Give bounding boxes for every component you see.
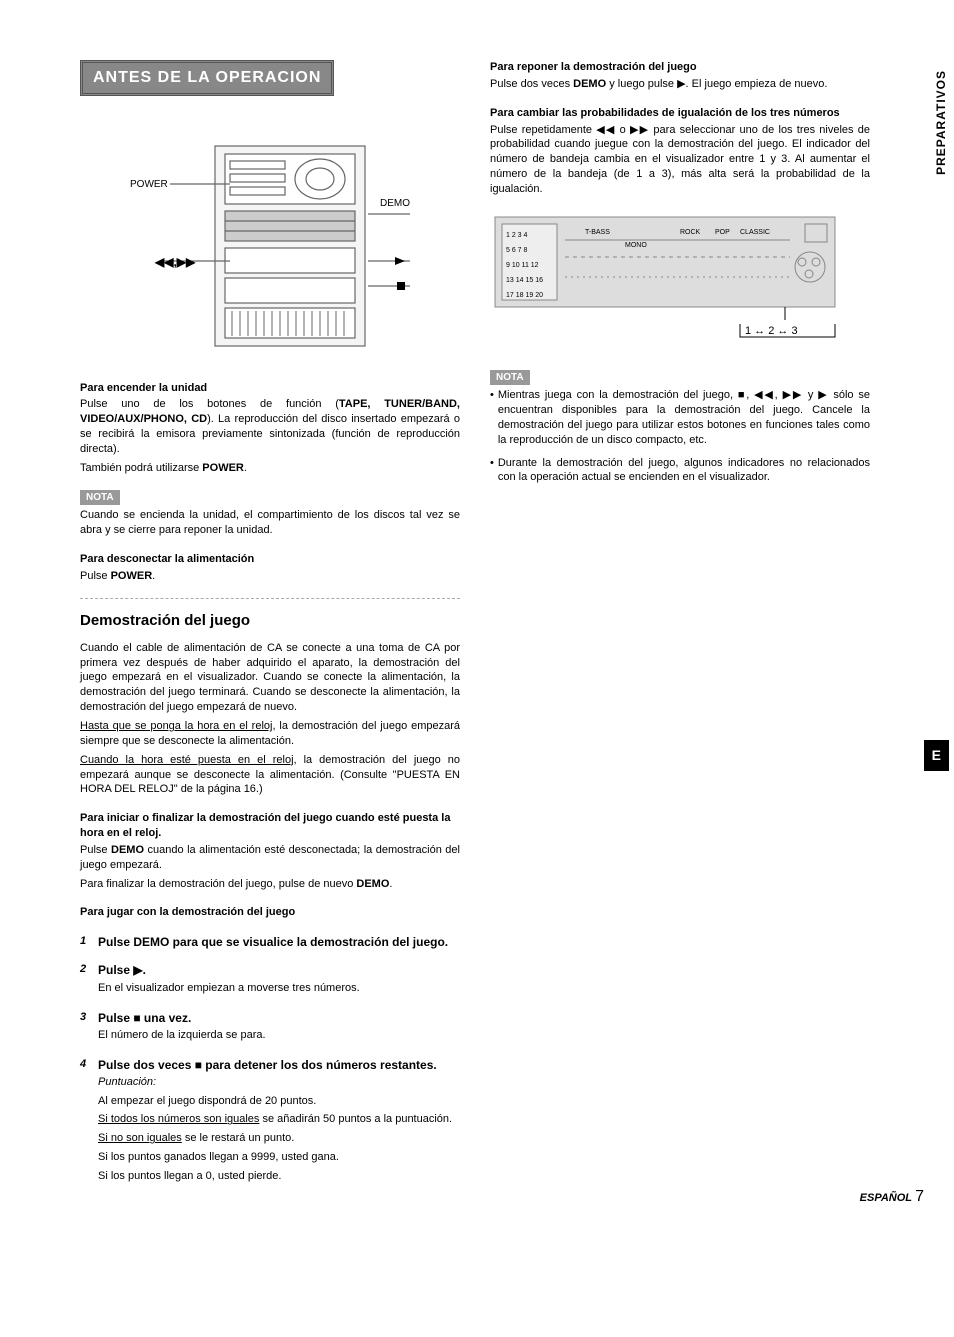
demo-para3: Cuando la hora esté puesta en el reloj, … xyxy=(80,753,460,798)
svg-text:5 6 7 8: 5 6 7 8 xyxy=(506,247,528,254)
label-demo: DEMO xyxy=(380,198,410,209)
text-desconectar: Pulse POWER. xyxy=(80,569,460,584)
heading-iniciar: Para iniciar o finalizar la demostración… xyxy=(80,811,460,841)
right-column: Para reponer la demostración del juego P… xyxy=(490,60,870,1198)
svg-text:POP: POP xyxy=(715,229,730,236)
display-panel-diagram: 1 2 3 4 5 6 7 8 9 10 11 12 13 14 15 16 1… xyxy=(490,212,850,352)
nota2-bullets: •Mientras juega con la demostración del … xyxy=(490,388,870,485)
block-cambiar: Para cambiar las probabilidades de igual… xyxy=(490,106,870,197)
divider xyxy=(80,598,460,599)
svg-text:ROCK: ROCK xyxy=(680,229,701,236)
nota-label-2: NOTA xyxy=(490,370,530,386)
svg-text:17 18 19 20: 17 18 19 20 xyxy=(506,292,543,299)
nota-text-1: Cuando se encienda la unidad, el compart… xyxy=(80,508,460,538)
block-iniciar: Para iniciar o finalizar la demostración… xyxy=(80,811,460,891)
left-column: ANTES DE LA OPERACION xyxy=(80,60,460,1198)
step-1: 1 Pulse DEMO para que se visualice la de… xyxy=(80,934,460,952)
heading-cambiar: Para cambiar las probabilidades de igual… xyxy=(490,106,870,121)
heading-encender: Para encender la unidad xyxy=(80,381,460,396)
device-diagram: POWER DEMO ◀◀,▶▶ xyxy=(120,136,420,356)
heading-jugar: Para jugar con la demostración del juego xyxy=(80,905,460,920)
cambiar-text: Pulse repetidamente ◀◀ o ▶▶ para selecci… xyxy=(490,123,870,197)
svg-text:9 10 11 12: 9 10 11 12 xyxy=(506,262,539,269)
page-footer: ESPAÑOL 7 xyxy=(860,1186,924,1208)
text-encender-2: También podrá utilizarse POWER. xyxy=(80,461,460,476)
step-3: 3 Pulse ■ una vez. El número de la izqui… xyxy=(80,1010,460,1047)
block-encender: Para encender la unidad Pulse uno de los… xyxy=(80,381,460,476)
text-encender-1: Pulse uno de los botones de función (TAP… xyxy=(80,397,460,456)
step-4: 4 Pulse dos veces ■ para detener los dos… xyxy=(80,1057,460,1188)
page-container: PREPARATIVOS E ANTES DE LA OPERACION xyxy=(80,60,904,1198)
heading-desconectar: Para desconectar la alimentación xyxy=(80,552,460,567)
step-list: 1 Pulse DEMO para que se visualice la de… xyxy=(80,934,460,1188)
svg-text:CLASSIC: CLASSIC xyxy=(740,229,770,236)
svg-text:1 2 3 4: 1 2 3 4 xyxy=(506,232,528,239)
language-tab: E xyxy=(924,740,949,771)
nota2-bullet-2: •Durante la demostración del juego, algu… xyxy=(490,456,870,486)
side-tab-preparativos: PREPARATIVOS xyxy=(933,70,949,175)
svg-text:MONO: MONO xyxy=(625,242,647,249)
heading-demo: Demostración del juego xyxy=(80,611,460,631)
reponer-text: Pulse dos veces DEMO y luego pulse ▶. El… xyxy=(490,77,870,92)
iniciar-line1: Pulse DEMO cuando la alimentación esté d… xyxy=(80,843,460,873)
block-reponer: Para reponer la demostración del juego P… xyxy=(490,60,870,92)
svg-text:◀◀,▶▶: ◀◀,▶▶ xyxy=(154,255,196,269)
iniciar-line2: Para finalizar la demostración del juego… xyxy=(80,877,460,892)
block-nota1: NOTA Cuando se encienda la unidad, el co… xyxy=(80,490,460,538)
step-2: 2 Pulse ▶. En el visualizador empiezan a… xyxy=(80,962,460,999)
heading-reponer: Para reponer la demostración del juego xyxy=(490,60,870,75)
svg-text:T-BASS: T-BASS xyxy=(585,229,610,236)
svg-text:1 ↔ 2 ↔ 3: 1 ↔ 2 ↔ 3 xyxy=(745,325,798,337)
nota-label-1: NOTA xyxy=(80,490,120,506)
block-nota2: NOTA •Mientras juega con la demostración… xyxy=(490,370,870,486)
block-jugar: Para jugar con la demostración del juego xyxy=(80,905,460,920)
demo-para1: Cuando el cable de alimentación de CA se… xyxy=(80,641,460,715)
block-demo-intro: Cuando el cable de alimentación de CA se… xyxy=(80,641,460,797)
demo-para2: Hasta que se ponga la hora en el reloj, … xyxy=(80,719,460,749)
block-desconectar: Para desconectar la alimentación Pulse P… xyxy=(80,552,460,584)
label-power: POWER xyxy=(130,179,168,190)
svg-text:13 14 15 16: 13 14 15 16 xyxy=(506,277,543,284)
nota2-bullet-1: •Mientras juega con la demostración del … xyxy=(490,388,870,447)
section-title: ANTES DE LA OPERACION xyxy=(80,60,334,96)
